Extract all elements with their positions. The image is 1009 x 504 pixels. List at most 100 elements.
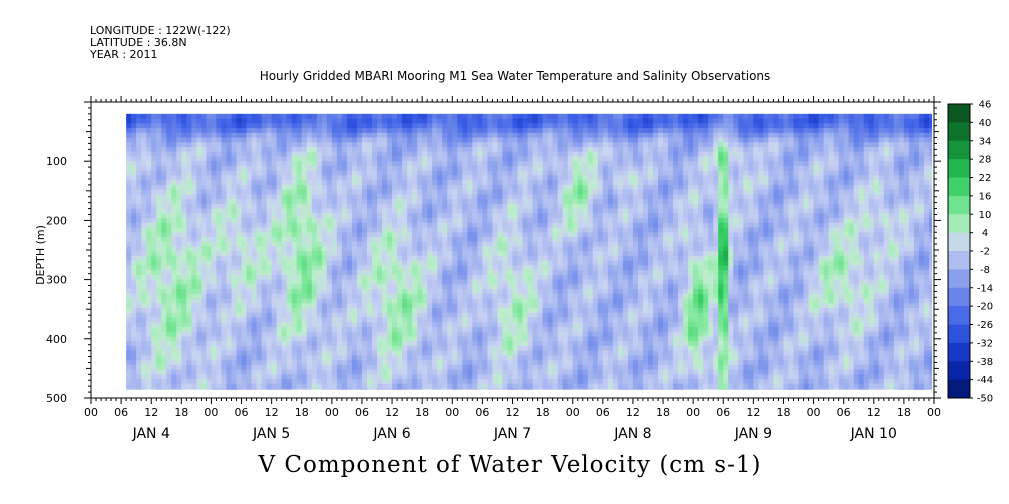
heat-cell — [547, 199, 554, 205]
heat-cell — [351, 322, 358, 328]
heat-cell — [542, 383, 549, 390]
heat-cell — [296, 132, 303, 139]
heat-cell — [156, 227, 162, 233]
heat-cell — [497, 255, 504, 262]
heat-cell — [241, 194, 248, 200]
heat-cell — [286, 241, 293, 248]
heat-cell — [261, 180, 268, 186]
heat-cell — [402, 227, 408, 233]
heat-cell — [427, 227, 433, 233]
heat-cell — [462, 341, 468, 347]
heat-cell — [537, 360, 544, 366]
heat-cell — [151, 298, 157, 304]
heat-cell — [351, 227, 358, 233]
heat-cell — [326, 293, 333, 300]
heat-cell — [372, 379, 378, 385]
heat-cell — [356, 156, 363, 162]
heat-cell — [146, 374, 152, 380]
heat-cell — [366, 331, 373, 338]
heat-cell — [221, 218, 228, 224]
heat-cell — [452, 123, 458, 129]
heat-cell — [502, 165, 509, 172]
heat-cell — [271, 132, 278, 139]
heat-cell — [261, 289, 268, 295]
heat-cell — [351, 303, 358, 309]
heat-cell — [201, 364, 208, 371]
heat-cell — [141, 317, 147, 323]
heat-cell — [487, 274, 494, 281]
heat-cell — [472, 355, 478, 361]
heat-cell — [306, 146, 313, 153]
heat-cell — [246, 118, 253, 124]
heat-cell — [437, 123, 443, 129]
heat-cell — [452, 308, 458, 314]
heat-cell — [507, 165, 514, 172]
heat-cell — [266, 260, 273, 266]
heat-cell — [437, 293, 443, 300]
heat-cell — [497, 341, 504, 347]
heat-cell — [377, 355, 383, 361]
heat-cell — [437, 218, 443, 224]
heat-cell — [311, 194, 318, 200]
heat-cell — [442, 189, 448, 195]
heat-cell — [291, 312, 298, 319]
heat-cell — [251, 184, 258, 191]
heat-cell — [241, 118, 248, 124]
heat-cell — [201, 388, 208, 390]
heat-cell — [136, 132, 142, 139]
heat-cell — [361, 326, 368, 333]
heat-cell — [236, 161, 243, 167]
heat-cell — [166, 208, 172, 214]
heat-cell — [392, 241, 398, 248]
heat-cell — [366, 236, 373, 243]
heat-cell — [326, 265, 333, 271]
heat-cell — [211, 355, 218, 361]
heat-cell — [281, 312, 288, 319]
heat-cell — [131, 175, 137, 181]
heat-cell — [462, 123, 468, 129]
heat-cell — [366, 222, 373, 229]
heat-cell — [457, 251, 463, 257]
heat-cell — [236, 137, 243, 143]
heat-cell — [321, 123, 328, 129]
heat-cell — [442, 199, 448, 205]
heat-cell — [412, 355, 418, 361]
heat-cell — [241, 142, 248, 148]
heat-cell — [206, 113, 213, 120]
heat-cell — [236, 241, 243, 248]
heat-cell — [392, 317, 398, 323]
heat-cell — [467, 255, 473, 262]
heat-cell — [361, 165, 368, 172]
heat-cell — [331, 274, 338, 281]
heat-cell — [256, 284, 263, 290]
heat-cell — [407, 213, 413, 219]
heat-cell — [457, 379, 463, 385]
heat-cell — [136, 151, 142, 158]
heat-cell — [341, 260, 348, 266]
heat-cell — [382, 360, 388, 366]
heat-cell — [482, 388, 489, 390]
heat-cell — [412, 161, 418, 167]
heat-cell — [492, 298, 499, 304]
heat-cell — [166, 194, 172, 200]
heat-cell — [301, 251, 308, 257]
heat-cell — [141, 113, 147, 120]
heat-cell — [532, 308, 539, 314]
heat-cell — [527, 170, 534, 177]
heat-cell — [176, 113, 182, 120]
heat-cell — [136, 293, 142, 300]
heat-cell — [407, 246, 413, 252]
heat-cell — [146, 189, 152, 195]
heat-cell — [266, 165, 273, 172]
heat-cell — [537, 227, 544, 233]
heat-cell — [346, 199, 353, 205]
heat-cell — [251, 369, 258, 375]
heat-cell — [356, 218, 363, 224]
heat-cell — [412, 331, 418, 338]
heat-cell — [316, 298, 323, 304]
heat-cell — [146, 208, 152, 214]
heat-cell — [341, 345, 348, 352]
heat-cell — [246, 270, 253, 276]
heat-cell — [522, 222, 529, 229]
heat-cell — [487, 383, 494, 390]
